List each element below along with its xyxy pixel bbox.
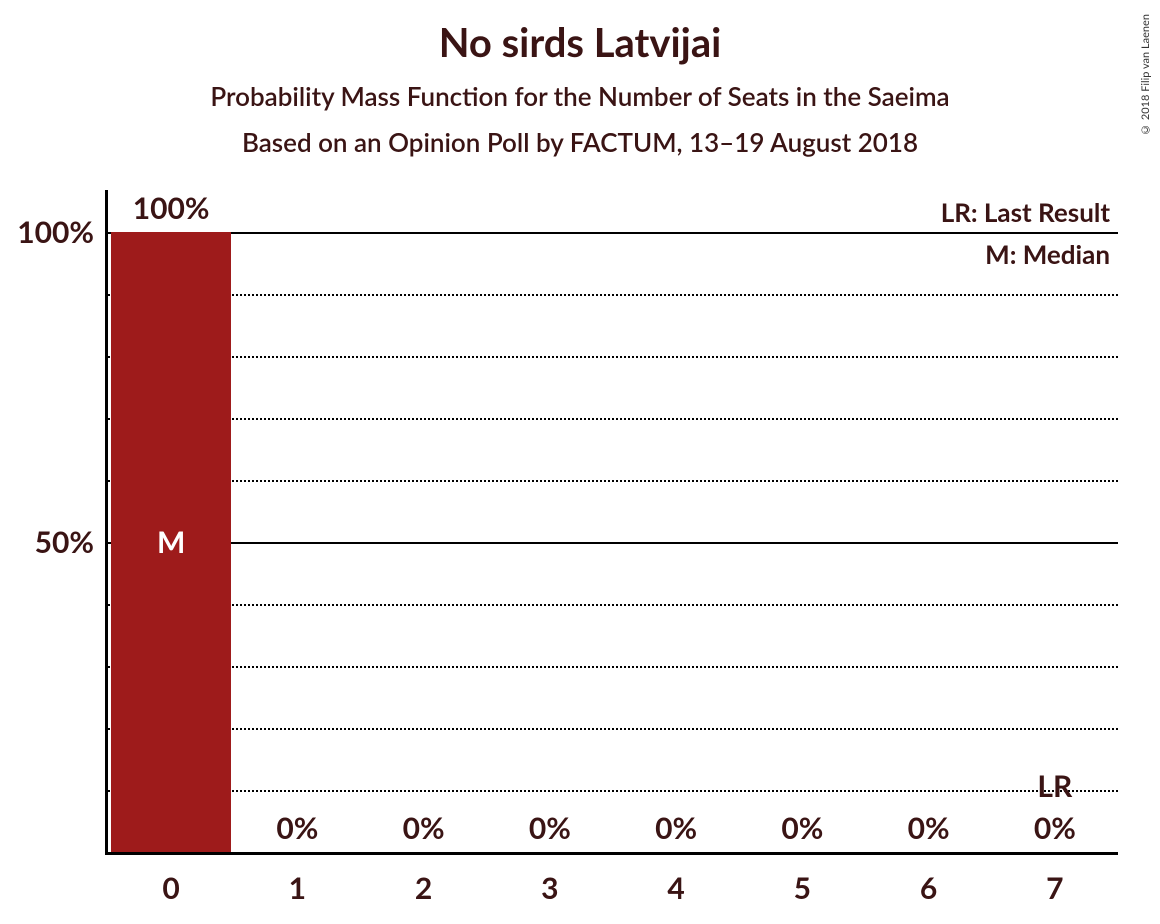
gridline <box>108 728 1118 730</box>
bar-value-label: 0% <box>529 810 571 852</box>
x-axis-tick-label: 1 <box>289 852 306 906</box>
bar-value-label: 0% <box>276 810 318 852</box>
bar-value-label: 0% <box>403 810 445 852</box>
gridline <box>108 356 1118 358</box>
median-marker: M <box>157 524 185 560</box>
bar-value-label: 100% <box>133 190 210 232</box>
x-axis-tick-label: 3 <box>541 852 558 906</box>
gridline <box>108 418 1118 420</box>
bar-value-label: 0% <box>781 810 823 852</box>
bar-value-label: 0% <box>908 810 950 852</box>
gridline <box>108 790 1118 792</box>
x-axis-tick-label: 5 <box>794 852 811 906</box>
chart-subtitle-1: Probability Mass Function for the Number… <box>0 66 1160 112</box>
x-axis-line <box>105 852 1118 855</box>
gridline <box>108 542 1118 544</box>
y-axis-line <box>105 190 108 852</box>
bar-value-label: 0% <box>655 810 697 852</box>
bar: 100%M <box>111 232 231 852</box>
legend-item: LR: Last Result <box>941 196 1110 228</box>
last-result-marker: LR <box>1037 768 1072 804</box>
chart-subtitle-2: Based on an Opinion Poll by FACTUM, 13–1… <box>0 112 1160 158</box>
x-axis-tick-label: 4 <box>667 852 684 906</box>
gridline <box>108 232 1118 234</box>
gridline <box>108 666 1118 668</box>
chart-plot-area: 100%50%100%M00%10%20%30%40%50%60%LR7LR: … <box>108 232 1118 852</box>
legend-item: M: Median <box>985 238 1110 270</box>
bar-value-label: 0% <box>1034 810 1076 852</box>
gridline <box>108 294 1118 296</box>
x-axis-tick-label: 2 <box>415 852 432 906</box>
x-axis-tick-label: 0 <box>162 852 179 906</box>
y-axis-tick-label: 100% <box>17 214 108 250</box>
copyright-text: © 2018 Filip van Laenen <box>1139 14 1152 136</box>
x-axis-tick-label: 6 <box>920 852 937 906</box>
gridline <box>108 604 1118 606</box>
x-axis-tick-label: 7 <box>1046 852 1063 906</box>
chart-title: No sirds Latvijai <box>0 0 1160 66</box>
y-axis-tick-label: 50% <box>35 524 108 560</box>
gridline <box>108 480 1118 482</box>
